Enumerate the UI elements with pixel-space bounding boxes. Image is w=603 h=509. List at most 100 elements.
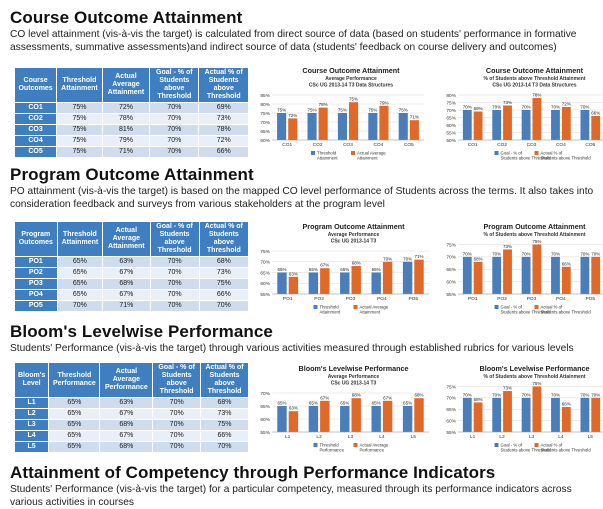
data-label: 70% xyxy=(551,251,560,256)
data-label: 79% xyxy=(379,100,388,105)
table-cell: 75% xyxy=(200,419,249,431)
data-label: 75% xyxy=(277,108,286,113)
table-cell: 70% xyxy=(152,408,202,420)
bar-series-2 xyxy=(503,105,512,140)
data-label: 68% xyxy=(352,261,361,266)
x-tick-label: CO3 xyxy=(343,142,353,148)
bar-series-2 xyxy=(503,391,512,432)
bar-series-2 xyxy=(409,120,419,140)
y-tick-label: 50% xyxy=(446,138,456,144)
data-label: 70% xyxy=(522,392,531,397)
data-label: 75% xyxy=(338,108,347,113)
chart-subtitle: CSc UG 2013-14 T3 Data Structures xyxy=(492,83,576,89)
chart-po-students: Program Outcome Attainment% of Students … xyxy=(446,222,603,315)
table-cell: 79% xyxy=(101,135,151,147)
data-label: 66% xyxy=(591,111,600,116)
x-tick-label: PO4 xyxy=(556,296,566,302)
bar-series-1 xyxy=(368,113,378,140)
table-row: L1 65% 63% 70% 68% xyxy=(13,397,249,409)
table-cell: L3 xyxy=(13,419,50,431)
table-cell: 67% xyxy=(99,430,154,442)
data-label: 75% xyxy=(368,108,377,113)
table-cell: 73% xyxy=(200,408,249,420)
y-tick-label: 55% xyxy=(446,292,456,298)
section-title: Attainment of Competency through Perform… xyxy=(10,463,496,482)
data-label: 73% xyxy=(503,100,512,105)
y-tick-label: 70% xyxy=(446,255,456,261)
table-cell: 70% xyxy=(149,102,200,114)
legend-label: Actual % of Students above Threshold xyxy=(541,305,592,315)
table-cell: CO3 xyxy=(13,124,58,136)
data-label: 75% xyxy=(349,97,358,102)
table-cell: 63% xyxy=(102,256,151,268)
y-tick-label: 55% xyxy=(260,292,270,298)
y-tick-label: 75% xyxy=(446,384,456,390)
table-cell: 65% xyxy=(56,278,104,290)
bar-series-2 xyxy=(561,107,571,140)
bar-series-1 xyxy=(521,256,531,294)
table-cell: PO5 xyxy=(14,300,58,312)
table-cell: L5 xyxy=(13,441,50,453)
table-row: L4 65% 67% 70% 66% xyxy=(13,430,249,442)
data-label: 70% xyxy=(522,251,531,256)
bar-series-2 xyxy=(320,400,330,432)
y-tick-label: 70% xyxy=(260,260,270,266)
chart-subtitle: CSc UG 2013-14 T3 Data Structures xyxy=(309,83,393,89)
bar-series-1 xyxy=(551,256,560,294)
table-cell: L2 xyxy=(13,408,50,420)
y-tick-label: 75% xyxy=(260,249,270,255)
table-cell: CO5 xyxy=(13,146,58,158)
y-tick-label: 65% xyxy=(260,129,270,135)
y-tick-label: 55% xyxy=(446,430,456,436)
data-label: 65% xyxy=(309,401,318,406)
bar-series-2 xyxy=(473,402,483,432)
table-row: L5 65% 68% 70% 70% xyxy=(13,441,249,453)
x-tick-label: CO2 xyxy=(313,142,323,148)
y-tick-label: 80% xyxy=(260,102,270,108)
table-cell: 65% xyxy=(48,430,101,442)
y-tick-label: 65% xyxy=(260,270,270,276)
y-tick-label: 75% xyxy=(446,242,456,248)
section-description: Students' Performance (vis-à-vis the tar… xyxy=(10,343,574,354)
column-header: Course Outcomes xyxy=(13,67,58,103)
table-cell: 70% xyxy=(200,441,249,453)
data-label: 70% xyxy=(591,251,600,256)
table-cell: 75% xyxy=(56,146,103,158)
section-title: Program Outcome Attainment xyxy=(10,165,254,184)
legend-swatch xyxy=(494,151,499,155)
data-label: 67% xyxy=(383,395,392,400)
chart-title: Course Outcome Attainment xyxy=(486,66,584,75)
x-tick-label: L2 xyxy=(499,434,505,440)
table-cell: CO2 xyxy=(13,113,58,125)
table-cell: 67% xyxy=(102,267,151,279)
y-tick-label: 65% xyxy=(446,267,456,273)
section-title: Course Outcome Attainment xyxy=(10,8,243,27)
table-cell: 70% xyxy=(152,441,202,453)
legend-label: Actual Average Attainment xyxy=(360,305,389,315)
column-header: Threshold Attainment xyxy=(56,221,104,257)
data-label: 69% xyxy=(474,106,483,111)
bar-series-1 xyxy=(371,406,381,432)
table-row: CO1 75% 72% 70% 69% xyxy=(13,102,249,114)
table-cell: 65% xyxy=(56,267,104,279)
table-row: CO4 75% 79% 70% 72% xyxy=(13,135,249,147)
section-description: PO attainment (vis-à-vis the target) is … xyxy=(10,186,594,210)
bar-series-2 xyxy=(382,261,393,294)
y-tick-label: 75% xyxy=(446,100,456,106)
table-header-row: Course Outcomes Threshold Attainment Actua… xyxy=(13,67,249,103)
table-cell: 68% xyxy=(200,397,249,409)
legend-swatch xyxy=(313,443,318,447)
table-cell: 70% xyxy=(149,256,200,268)
bar-series-1 xyxy=(462,397,472,432)
chart-subtitle: Average Performance xyxy=(328,232,380,238)
bar-series-2 xyxy=(473,111,483,140)
data-label: 78% xyxy=(319,102,328,107)
x-tick-label: L3 xyxy=(348,434,354,440)
table-cell: 78% xyxy=(198,124,249,136)
bar-series-2 xyxy=(349,102,359,140)
data-label: 70% xyxy=(492,251,501,256)
table-cell: 75% xyxy=(56,135,103,147)
table-cell: 70% xyxy=(152,397,202,409)
table-cell: 72% xyxy=(101,102,151,114)
